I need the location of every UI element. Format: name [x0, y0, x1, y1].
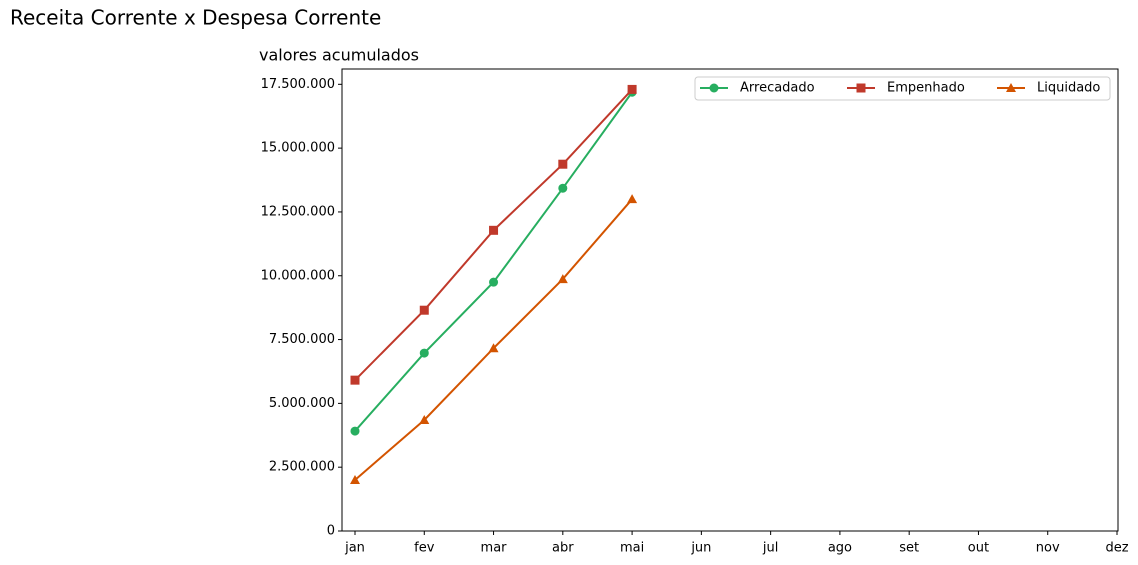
marker: [489, 225, 499, 235]
y-tick-label: 0: [327, 524, 335, 539]
marker: [350, 474, 360, 484]
x-tick-label: jul: [762, 541, 778, 556]
legend-label: Arrecadado: [740, 81, 815, 96]
x-tick-label: fev: [414, 541, 435, 556]
marker: [419, 414, 430, 424]
x-tick-label: jan: [344, 541, 365, 556]
chart-title: Receita Corrente x Despesa Corrente: [10, 6, 381, 30]
x-tick-label: abr: [552, 541, 574, 556]
x-tick-label: nov: [1036, 541, 1060, 556]
legend-label: Liquidado: [1037, 81, 1100, 96]
marker: [419, 348, 429, 358]
marker: [1006, 83, 1016, 92]
y-tick-label: 17.500.000: [261, 77, 335, 92]
x-tick-label: ago: [828, 541, 852, 556]
y-tick-label: 2.500.000: [269, 460, 335, 475]
x-tick-label: set: [899, 541, 919, 556]
marker: [489, 277, 499, 287]
marker: [419, 305, 429, 315]
marker: [350, 375, 360, 385]
marker: [558, 159, 568, 169]
x-tick-label: mar: [481, 541, 508, 556]
marker: [557, 274, 568, 284]
y-tick-label: 15.000.000: [261, 141, 335, 156]
y-tick-label: 7.500.000: [269, 332, 335, 347]
y-tick-label: 10.000.000: [261, 268, 335, 283]
marker: [709, 83, 719, 93]
legend-label: Empenhado: [887, 81, 965, 96]
marker: [856, 83, 866, 93]
x-tick-label: mai: [620, 541, 644, 556]
marker: [627, 194, 638, 204]
plot-frame: [341, 68, 1119, 532]
marker: [627, 84, 637, 94]
marker: [350, 426, 360, 436]
legend-box: [694, 76, 1111, 101]
marker: [558, 183, 568, 193]
series-line: [354, 91, 633, 432]
x-tick-label: out: [968, 541, 989, 556]
x-tick-label: dez: [1105, 541, 1128, 556]
y-tick-label: 5.000.000: [269, 396, 335, 411]
y-tick-label: 12.500.000: [261, 204, 335, 219]
x-tick-label: jun: [690, 541, 711, 556]
chart-subtitle: valores acumulados: [259, 46, 419, 65]
marker: [488, 343, 499, 353]
